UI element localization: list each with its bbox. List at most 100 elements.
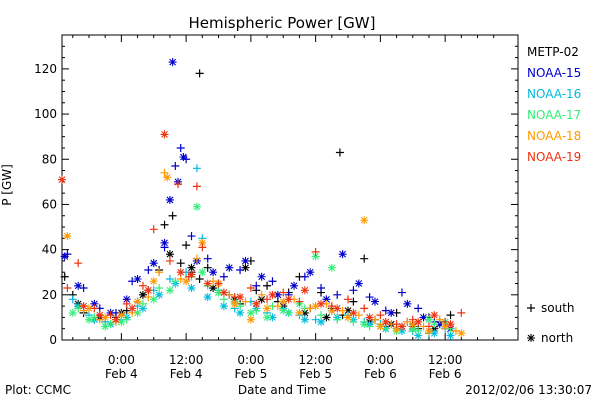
data-point-north-metp-02: [241, 263, 250, 272]
legend-label-north: north: [541, 331, 573, 345]
data-point-north-noaa-19: [430, 311, 439, 320]
data-point-south-noaa-15: [365, 293, 374, 302]
data-point-north-noaa-19: [203, 279, 212, 288]
data-point-north-metp-02: [322, 313, 331, 322]
data-point-south-noaa-17: [171, 277, 180, 286]
data-point-north-noaa-19: [381, 317, 390, 326]
y-tick-label: 100: [34, 107, 57, 121]
data-point-north-noaa-19: [317, 299, 326, 308]
data-point-north-noaa-19: [176, 268, 185, 277]
data-point-north-metp-02: [300, 308, 309, 317]
data-point-north-noaa-19: [333, 304, 342, 313]
data-point-south-noaa-19: [295, 297, 304, 306]
data-point-south-noaa-15: [317, 284, 326, 293]
footer-timestamp: 2012/02/06 13:30:07: [465, 383, 592, 397]
data-point-north-noaa-18: [198, 238, 207, 247]
data-point-north-noaa-15: [273, 290, 282, 299]
data-point-north-noaa-19: [349, 308, 358, 317]
data-point-south-noaa-18: [435, 315, 444, 324]
data-point-north-noaa-17: [246, 308, 255, 317]
legend-entry-noaa-18: NOAA-18: [527, 129, 581, 143]
data-point-north-noaa-19: [365, 313, 374, 322]
data-point-north-noaa-16: [203, 293, 212, 302]
data-point-north-noaa-15: [354, 279, 363, 288]
footer-plot-credit: Plot: CCMC: [5, 383, 71, 397]
data-point-south-noaa-18: [144, 293, 153, 302]
data-point-north-noaa-15: [338, 250, 347, 259]
data-point-north-noaa-18: [101, 313, 110, 322]
data-point-south-noaa-19: [149, 225, 158, 234]
x-tick-label-time: 12:00: [298, 353, 333, 367]
data-points: [58, 58, 466, 340]
data-point-north-noaa-17: [84, 315, 93, 324]
data-point-south-noaa-17: [317, 311, 326, 320]
data-point-north-noaa-15: [403, 299, 412, 308]
data-point-north-noaa-16: [187, 284, 196, 293]
data-point-north-noaa-18: [311, 302, 320, 311]
legend-entry-noaa-17: NOAA-17: [527, 108, 581, 122]
data-point-north-noaa-17: [327, 263, 336, 272]
data-point-south-noaa-19: [263, 295, 272, 304]
data-point-north-noaa-18: [63, 232, 72, 241]
data-point-north-noaa-16: [317, 317, 326, 326]
data-point-north-noaa-18: [457, 329, 466, 338]
x-tick-label-time: 0:00: [237, 353, 264, 367]
data-point-south-noaa-19: [457, 308, 466, 317]
data-point-north-noaa-15: [435, 320, 444, 329]
data-point-north-noaa-19: [284, 295, 293, 304]
legend: METP-02 NOAA-15 NOAA-16 NOAA-17 NOAA-18 NOAA-…: [527, 45, 581, 345]
data-point-north-metp-02: [430, 324, 439, 333]
data-point-north-noaa-15: [60, 252, 69, 261]
data-point-south-metp-02: [360, 254, 369, 263]
data-point-north-noaa-16: [397, 326, 406, 335]
data-point-south-noaa-15: [268, 277, 277, 286]
data-point-north-metp-02: [209, 284, 218, 293]
data-point-north-noaa-17: [133, 308, 142, 317]
data-point-north-noaa-18: [246, 315, 255, 324]
data-point-north-metp-02: [344, 306, 353, 315]
data-point-north-noaa-15: [149, 259, 158, 268]
data-point-south-metp-02: [60, 272, 69, 281]
data-point-south-noaa-19: [376, 311, 385, 320]
data-point-south-noaa-15: [203, 254, 212, 263]
data-point-north-noaa-17: [192, 202, 201, 211]
legend-entry-noaa-16: NOAA-16: [527, 87, 581, 101]
y-axis-label: P [GW]: [0, 164, 14, 206]
data-point-north-noaa-17: [263, 313, 272, 322]
data-point-south-noaa-19: [214, 279, 223, 288]
data-point-south-noaa-19: [174, 180, 183, 189]
data-point-south-noaa-16: [68, 295, 77, 304]
data-point-north-noaa-16: [219, 302, 228, 311]
data-point-north-noaa-16: [414, 331, 423, 340]
x-tick-label-date: Feb 5: [235, 367, 268, 381]
legend-label-south: south: [541, 301, 575, 315]
data-point-north-metp-02: [138, 290, 147, 299]
legend-entry-noaa-15: NOAA-15: [527, 66, 581, 80]
data-point-north-noaa-18: [84, 304, 93, 313]
data-point-south-noaa-19: [90, 304, 99, 313]
y-tick-label: 60: [42, 197, 57, 211]
data-point-south-noaa-19: [344, 295, 353, 304]
plot-frame: [61, 34, 519, 341]
data-point-north-noaa-16: [236, 308, 245, 317]
y-tick-label: 120: [34, 62, 57, 76]
data-point-north-noaa-18: [441, 322, 450, 331]
data-point-south-noaa-18: [241, 297, 250, 306]
data-point-north-noaa-19: [446, 320, 455, 329]
data-point-south-metp-02: [335, 148, 344, 157]
data-point-north-noaa-19: [144, 286, 153, 295]
data-point-north-noaa-15: [322, 295, 331, 304]
x-tick-label-time: 12:00: [169, 353, 204, 367]
data-point-south-noaa-15: [397, 288, 406, 297]
legend-symbol-north: [527, 334, 535, 342]
data-point-south-noaa-15: [187, 232, 196, 241]
data-point-north-noaa-18: [182, 277, 191, 286]
data-point-south-metp-02: [195, 275, 204, 283]
data-point-north-noaa-17: [165, 286, 174, 295]
data-point-north-noaa-17: [311, 252, 320, 261]
data-point-north-noaa-15: [165, 195, 174, 204]
data-point-north-noaa-15: [257, 272, 266, 281]
data-point-north-noaa-18: [424, 326, 433, 335]
data-point-north-noaa-18: [163, 173, 172, 182]
